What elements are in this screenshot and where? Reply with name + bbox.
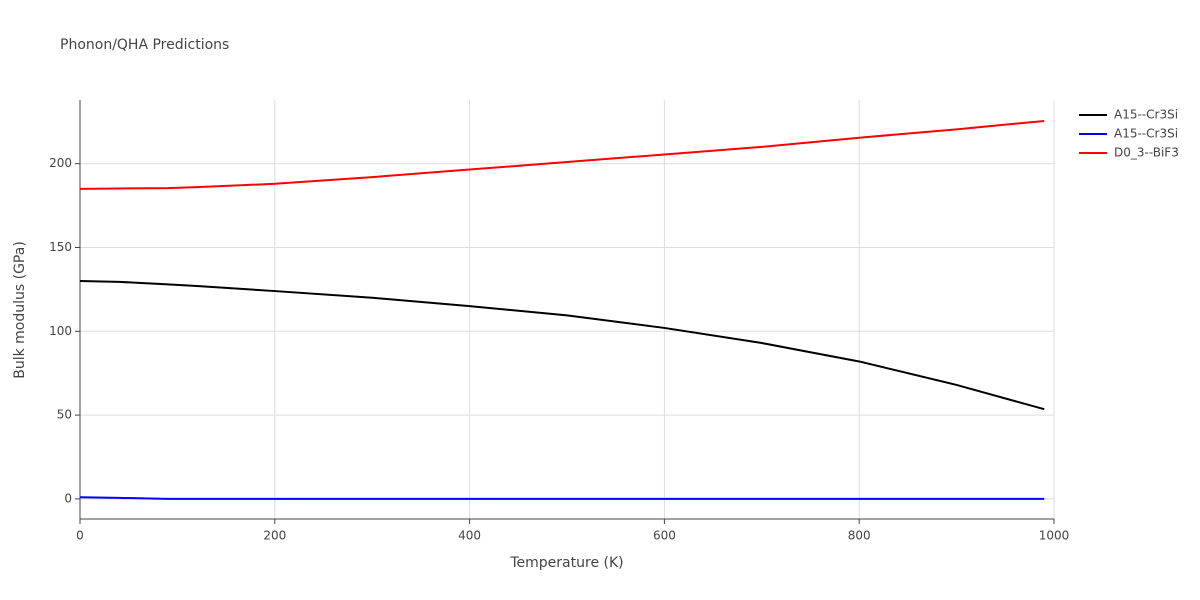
x-tick-label: 200 bbox=[263, 529, 286, 543]
y-tick-label: 150 bbox=[49, 240, 72, 254]
series-line bbox=[79, 119, 1045, 190]
x-tick-label: 0 bbox=[76, 529, 84, 543]
y-tick-label: 100 bbox=[49, 324, 72, 338]
y-tick-label: 50 bbox=[57, 408, 72, 422]
legend-label: D0_3--BiF3 bbox=[1114, 146, 1179, 160]
y-axis-title: Bulk modulus (GPa) bbox=[12, 241, 28, 379]
legend-label: A15--Cr3Si bbox=[1114, 108, 1178, 122]
chart-title: Phonon/QHA Predictions bbox=[60, 37, 229, 53]
legend-label: A15--Cr3Si bbox=[1114, 127, 1178, 141]
series-line bbox=[79, 280, 1045, 411]
x-tick-label: 600 bbox=[653, 529, 676, 543]
x-tick-label: 1000 bbox=[1039, 529, 1070, 543]
y-tick-label: 0 bbox=[64, 491, 72, 505]
x-axis-title: Temperature (K) bbox=[509, 555, 623, 571]
series-line bbox=[79, 496, 1045, 500]
x-tick-label: 400 bbox=[458, 529, 481, 543]
x-tick-label: 800 bbox=[848, 529, 871, 543]
y-tick-label: 200 bbox=[49, 156, 72, 170]
